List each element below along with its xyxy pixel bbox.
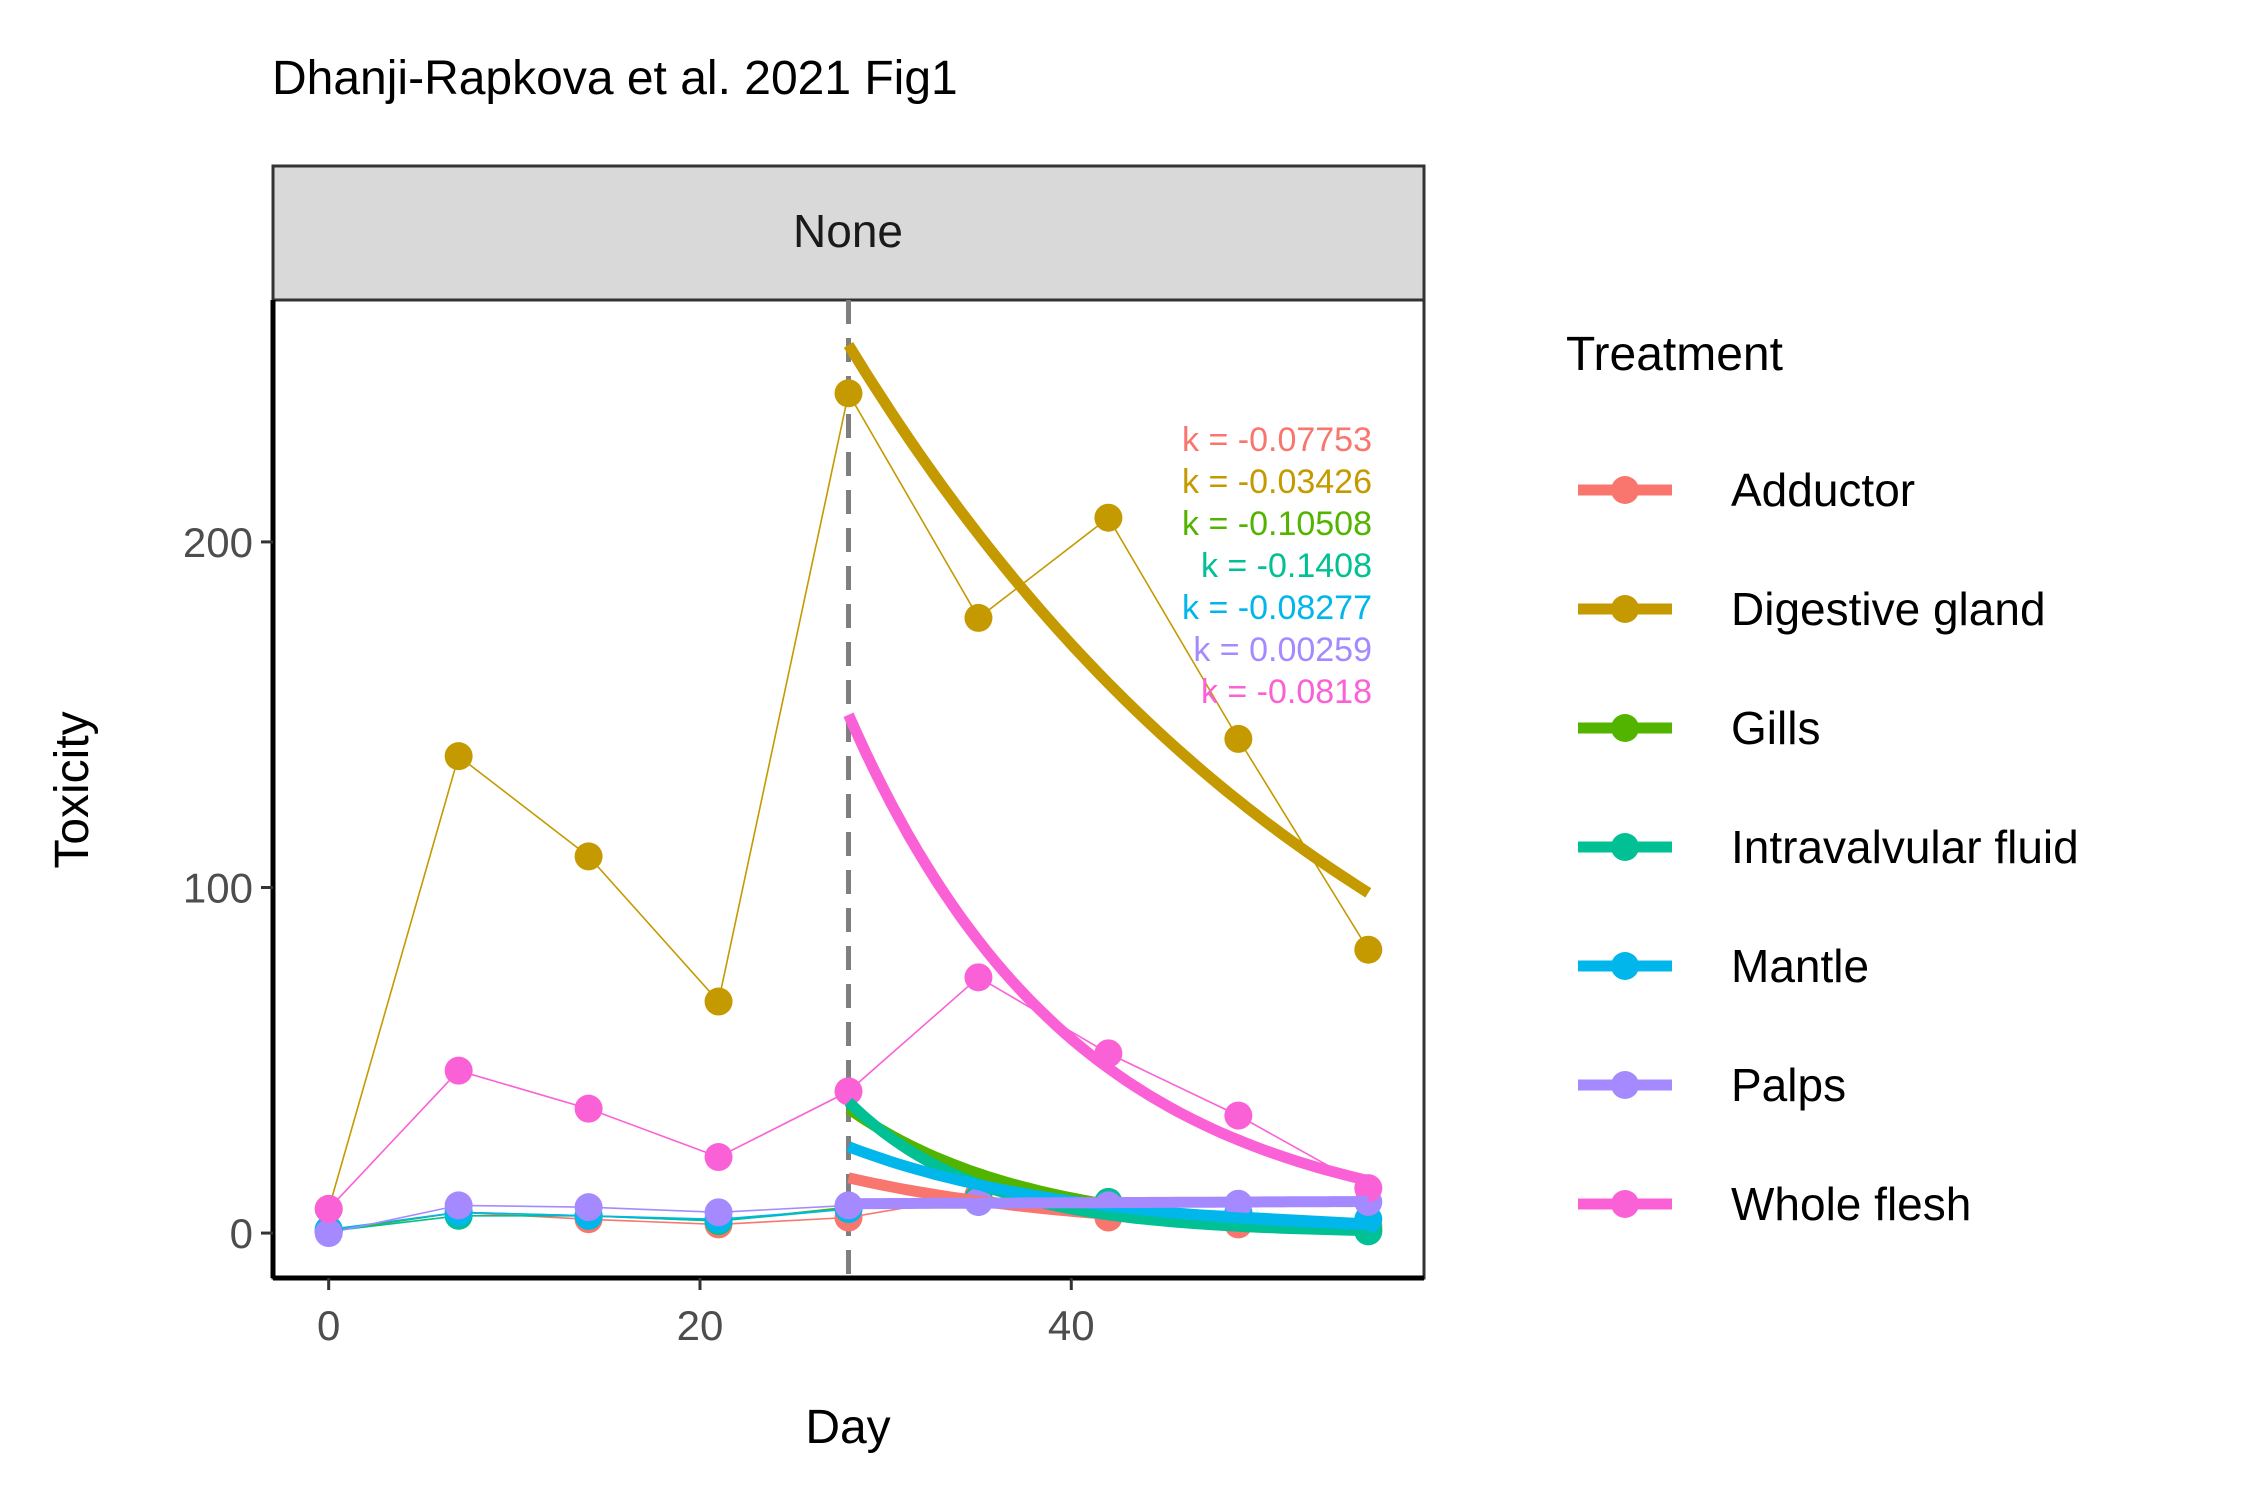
fit-curve [848,1196,1369,1210]
k-annotation: k = -0.10508 [1182,505,1372,543]
facet-label: None [793,205,903,257]
data-point [314,1194,343,1223]
legend-key-point [1611,476,1639,504]
y-tick-label: 200 [183,519,253,566]
axes-layer: 0 20 40 0 100 200 [183,300,1424,1349]
data-point [574,1094,603,1123]
k-annotation: k = 0.00259 [1193,631,1372,669]
y-tick-label: 100 [183,864,253,911]
legend-label: Palps [1731,1059,1846,1111]
legend-label: Mantle [1731,940,1869,992]
legend-title: Treatment [1566,328,1783,381]
legend-key-point [1611,1190,1639,1218]
data-point [704,1198,733,1227]
fit-curve [844,1097,1369,1236]
data-point [964,963,993,992]
data-point [574,842,603,871]
data-point [704,1143,733,1172]
legend: Treatment Adductor Digestive gland Gills In… [1566,328,2079,1230]
legend-label: Digestive gland [1731,583,2046,635]
data-point [314,1219,343,1248]
legend-label: Gills [1731,702,1820,754]
y-tick-label: 0 [230,1210,253,1257]
facet-strip [271,164,1426,302]
legend-key-point [1611,833,1639,861]
fit-curve [843,712,1370,1186]
k-annotation: k = -0.07753 [1182,421,1372,459]
data-point [444,1191,473,1220]
legend-key-point [1611,595,1639,623]
k-annotation: k = -0.0818 [1201,673,1372,711]
data-point [834,1077,863,1106]
chart-title: Dhanji-Rapkova et al. 2021 Fig1 [272,52,958,105]
fit-curve [843,342,1372,898]
data-point [1354,935,1383,964]
data-point [834,379,863,408]
data-point [704,987,733,1016]
data-point [1224,724,1253,753]
x-axis-title: Day [805,1401,890,1454]
legend-key-point [1611,1071,1639,1099]
x-tick-label: 20 [677,1302,724,1349]
legend-key-point [1611,714,1639,742]
data-point [1224,1101,1253,1130]
k-annotation: k = -0.1408 [1201,547,1372,585]
legend-label: Intravalvular fluid [1731,821,2079,873]
plot-layer [314,300,1383,1278]
data-point [444,1056,473,1085]
data-point [1094,503,1123,532]
y-axis-title: Toxicity [46,711,99,868]
legend-key-point [1611,952,1639,980]
data-point [964,603,993,632]
data-point [574,1193,603,1222]
k-annotation: k = -0.03426 [1182,463,1372,501]
k-annotation: k = -0.08277 [1182,589,1372,627]
x-tick-label: 0 [317,1302,340,1349]
legend-label: Whole flesh [1731,1178,1971,1230]
x-tick-label: 40 [1048,1302,1095,1349]
legend-label: Adductor [1731,464,1915,516]
data-point [444,742,473,771]
k-annotations: k = -0.07753 k = -0.03426 k = -0.10508 k = … [1182,421,1372,711]
